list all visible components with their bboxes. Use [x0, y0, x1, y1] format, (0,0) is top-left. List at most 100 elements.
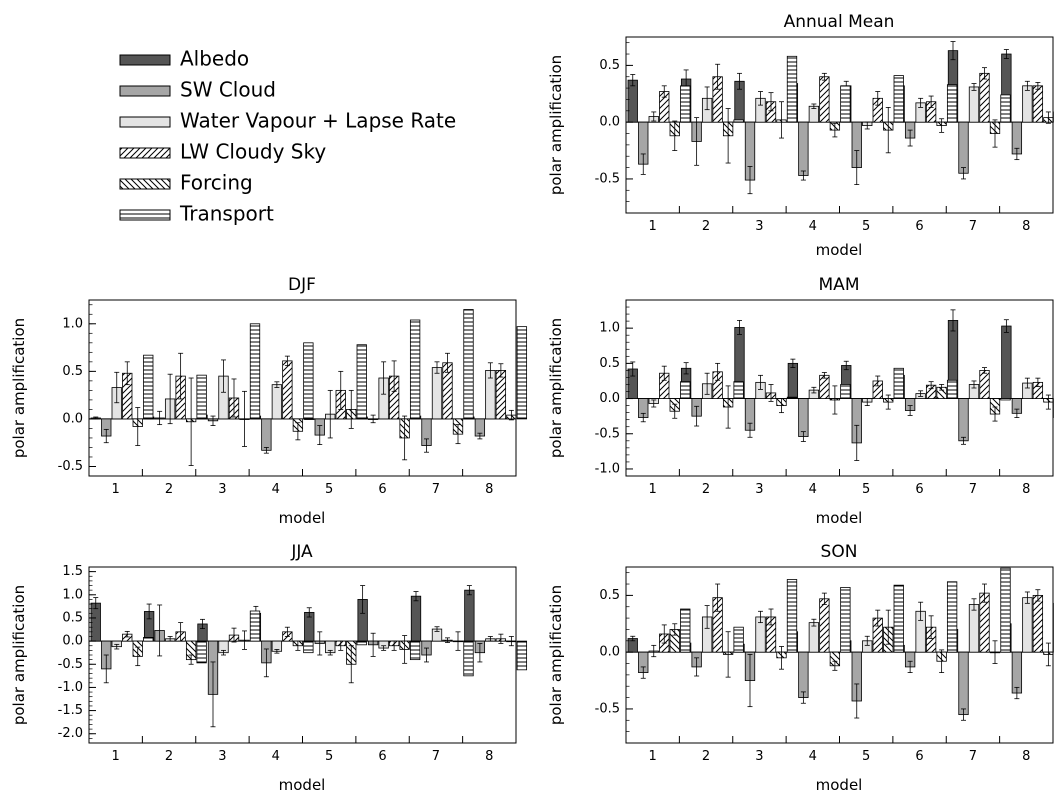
- error-bar-sw-cloud-model-2: [694, 117, 700, 166]
- legend-label-sw-cloud: SW Cloud: [180, 78, 276, 102]
- error-bar-forcing-model-2: [725, 108, 731, 164]
- error-bar-forcing-model-2: [188, 377, 194, 466]
- bar-transport-model-1: [680, 608, 691, 653]
- legend-swatch-forcing: [119, 178, 171, 190]
- legend-swatch-sw-cloud: [119, 85, 171, 97]
- error-bar-lw-cloudy-sky-model-7: [982, 367, 987, 374]
- x-tick-label: 3: [755, 482, 763, 497]
- error-bar-forcing-model-6: [939, 384, 945, 391]
- error-bar-lw-cloudy-sky-model-8: [1035, 377, 1041, 387]
- error-bar-forcing-model-1: [672, 120, 678, 151]
- bar-transport-model-7: [463, 640, 474, 677]
- error-bar-water-vapour-model-8: [487, 636, 493, 642]
- y-tick-label: 0.0: [599, 645, 620, 660]
- legend-item-transport: Transport: [119, 202, 274, 226]
- error-bar-lw-cloudy-sky-model-6: [928, 381, 934, 390]
- error-bar-sw-cloud-model-8: [477, 643, 483, 663]
- y-tick-label: 0.5: [62, 610, 83, 625]
- x-tick-label: 1: [112, 749, 120, 764]
- error-bar-sw-cloud-model-1: [640, 153, 646, 175]
- error-bar-water-vapour-model-2: [704, 605, 710, 629]
- x-tick-label: 8: [485, 482, 493, 497]
- error-bar-water-vapour-model-8: [1024, 80, 1030, 91]
- legend-label-albedo: Albedo: [180, 47, 249, 71]
- x-tick-label: 8: [485, 749, 493, 764]
- bar-sw-cloud-model-4: [798, 651, 809, 698]
- plot-area: -1.0 -0.5 0.0 0.5 1.0 1 2 3 4 5 6 7 8: [595, 299, 1054, 497]
- plot-area: -0.5 0.0 0.5 1 2 3 4 5 6 7 8: [595, 566, 1054, 764]
- error-bar-albedo-model-7: [413, 591, 419, 602]
- error-bar-lw-cloudy-sky-model-1: [661, 85, 667, 98]
- bar-transport-model-5: [356, 344, 367, 420]
- error-bar-water-vapour-model-3: [758, 374, 763, 390]
- error-bar-albedo-model-4: [790, 358, 796, 368]
- legend-label-forcing: Forcing: [180, 171, 253, 195]
- legend-swatch-lw-cloudy-sky: [119, 147, 171, 159]
- legend-item-albedo: Albedo: [119, 47, 249, 71]
- y-axis-label: polar amplification: [547, 318, 565, 458]
- bar-lw-cloudy-sky-model-4: [819, 76, 830, 123]
- error-bar-sw-cloud-model-4: [263, 447, 269, 454]
- error-bar-sw-cloud-model-4: [800, 170, 806, 181]
- error-bar-albedo-model-1: [630, 361, 636, 377]
- error-bar-forcing-model-5: [885, 609, 891, 645]
- error-bar-sw-cloud-model-1: [640, 412, 646, 423]
- error-bar-albedo-model-3: [200, 618, 205, 629]
- bar-transport-model-8: [516, 326, 528, 420]
- error-bar-albedo-model-7: [950, 41, 956, 61]
- error-bar-forcing-model-8: [1045, 394, 1051, 410]
- x-tick-label: 8: [1022, 482, 1030, 497]
- plot-area: -0.5 0.0 0.5 1 2 3 4 5 6 7 8: [595, 36, 1054, 234]
- error-bar-forcing-model-8: [508, 636, 514, 647]
- error-bar-forcing-model-1: [135, 407, 141, 446]
- error-bar-forcing-model-8: [1045, 642, 1051, 667]
- bar-sw-cloud-model-7: [958, 121, 969, 174]
- error-bar-water-vapour-model-4: [274, 381, 280, 388]
- legend-label-lw-cloudy-sky: LW Cloudy Sky: [180, 140, 326, 164]
- error-bar-forcing-model-7: [992, 119, 998, 148]
- error-bar-forcing-model-4: [295, 640, 301, 651]
- error-bar-water-vapour-model-6: [381, 361, 387, 395]
- bar-transport-model-1: [143, 637, 154, 642]
- error-bar-albedo-model-1: [93, 597, 99, 610]
- error-bar-lw-cloudy-sky-model-8: [1035, 82, 1041, 90]
- error-bar-sw-cloud-model-1: [640, 666, 646, 679]
- x-tick-label: 2: [165, 749, 173, 764]
- bar-transport-model-6: [409, 640, 421, 661]
- bar-transport-model-6: [409, 319, 421, 420]
- error-bar-lw-cloudy-sky-model-8: [498, 633, 504, 644]
- bar-transport-model-2: [196, 374, 207, 420]
- error-bar-lw-cloudy-sky-model-3: [768, 384, 774, 402]
- error-bar-forcing-model-2: [725, 631, 731, 678]
- bar-transport-model-7: [1000, 94, 1011, 123]
- plot-frame: [88, 566, 517, 744]
- error-bar-sw-cloud-model-8: [477, 432, 483, 440]
- x-tick-label: 6: [915, 219, 923, 234]
- error-bar-forcing-model-5: [885, 394, 891, 410]
- bar-transport-model-3: [249, 323, 261, 420]
- x-tick-label: 1: [649, 482, 657, 497]
- bar-sw-cloud-model-8: [1011, 651, 1023, 694]
- error-bar-lw-cloudy-sky-model-2: [178, 352, 184, 400]
- error-bar-sw-cloud-model-3: [210, 415, 216, 426]
- bar-lw-cloudy-sky-model-7: [979, 72, 990, 123]
- error-bar-sw-cloud-model-4: [263, 648, 269, 678]
- panel-jja: JJA polar amplification model -2.0 -1.5 -1…: [10, 542, 528, 794]
- error-bar-sw-cloud-model-6: [907, 405, 913, 416]
- error-bar-lw-cloudy-sky-model-7: [445, 352, 450, 373]
- error-bar-forcing-model-5: [348, 645, 354, 684]
- error-bar-sw-cloud-model-5: [317, 425, 323, 446]
- x-tick-label: 5: [325, 482, 333, 497]
- bar-lw-cloudy-sky-model-4: [282, 360, 293, 420]
- error-bar-forcing-model-4: [832, 660, 838, 671]
- bar-transport-model-2: [733, 626, 744, 653]
- bar-transport-model-5: [893, 75, 904, 123]
- y-tick-label: -2.0: [58, 726, 83, 741]
- error-bar-lw-cloudy-sky-model-3: [768, 92, 774, 112]
- error-bar-forcing-model-1: [672, 623, 678, 636]
- error-bar-lw-cloudy-sky-model-6: [391, 640, 397, 651]
- error-bar-water-vapour-model-5: [864, 398, 870, 407]
- error-bar-lw-cloudy-sky-model-6: [391, 360, 397, 392]
- error-bar-water-vapour-model-2: [704, 372, 710, 395]
- x-axis-label: model: [816, 241, 863, 259]
